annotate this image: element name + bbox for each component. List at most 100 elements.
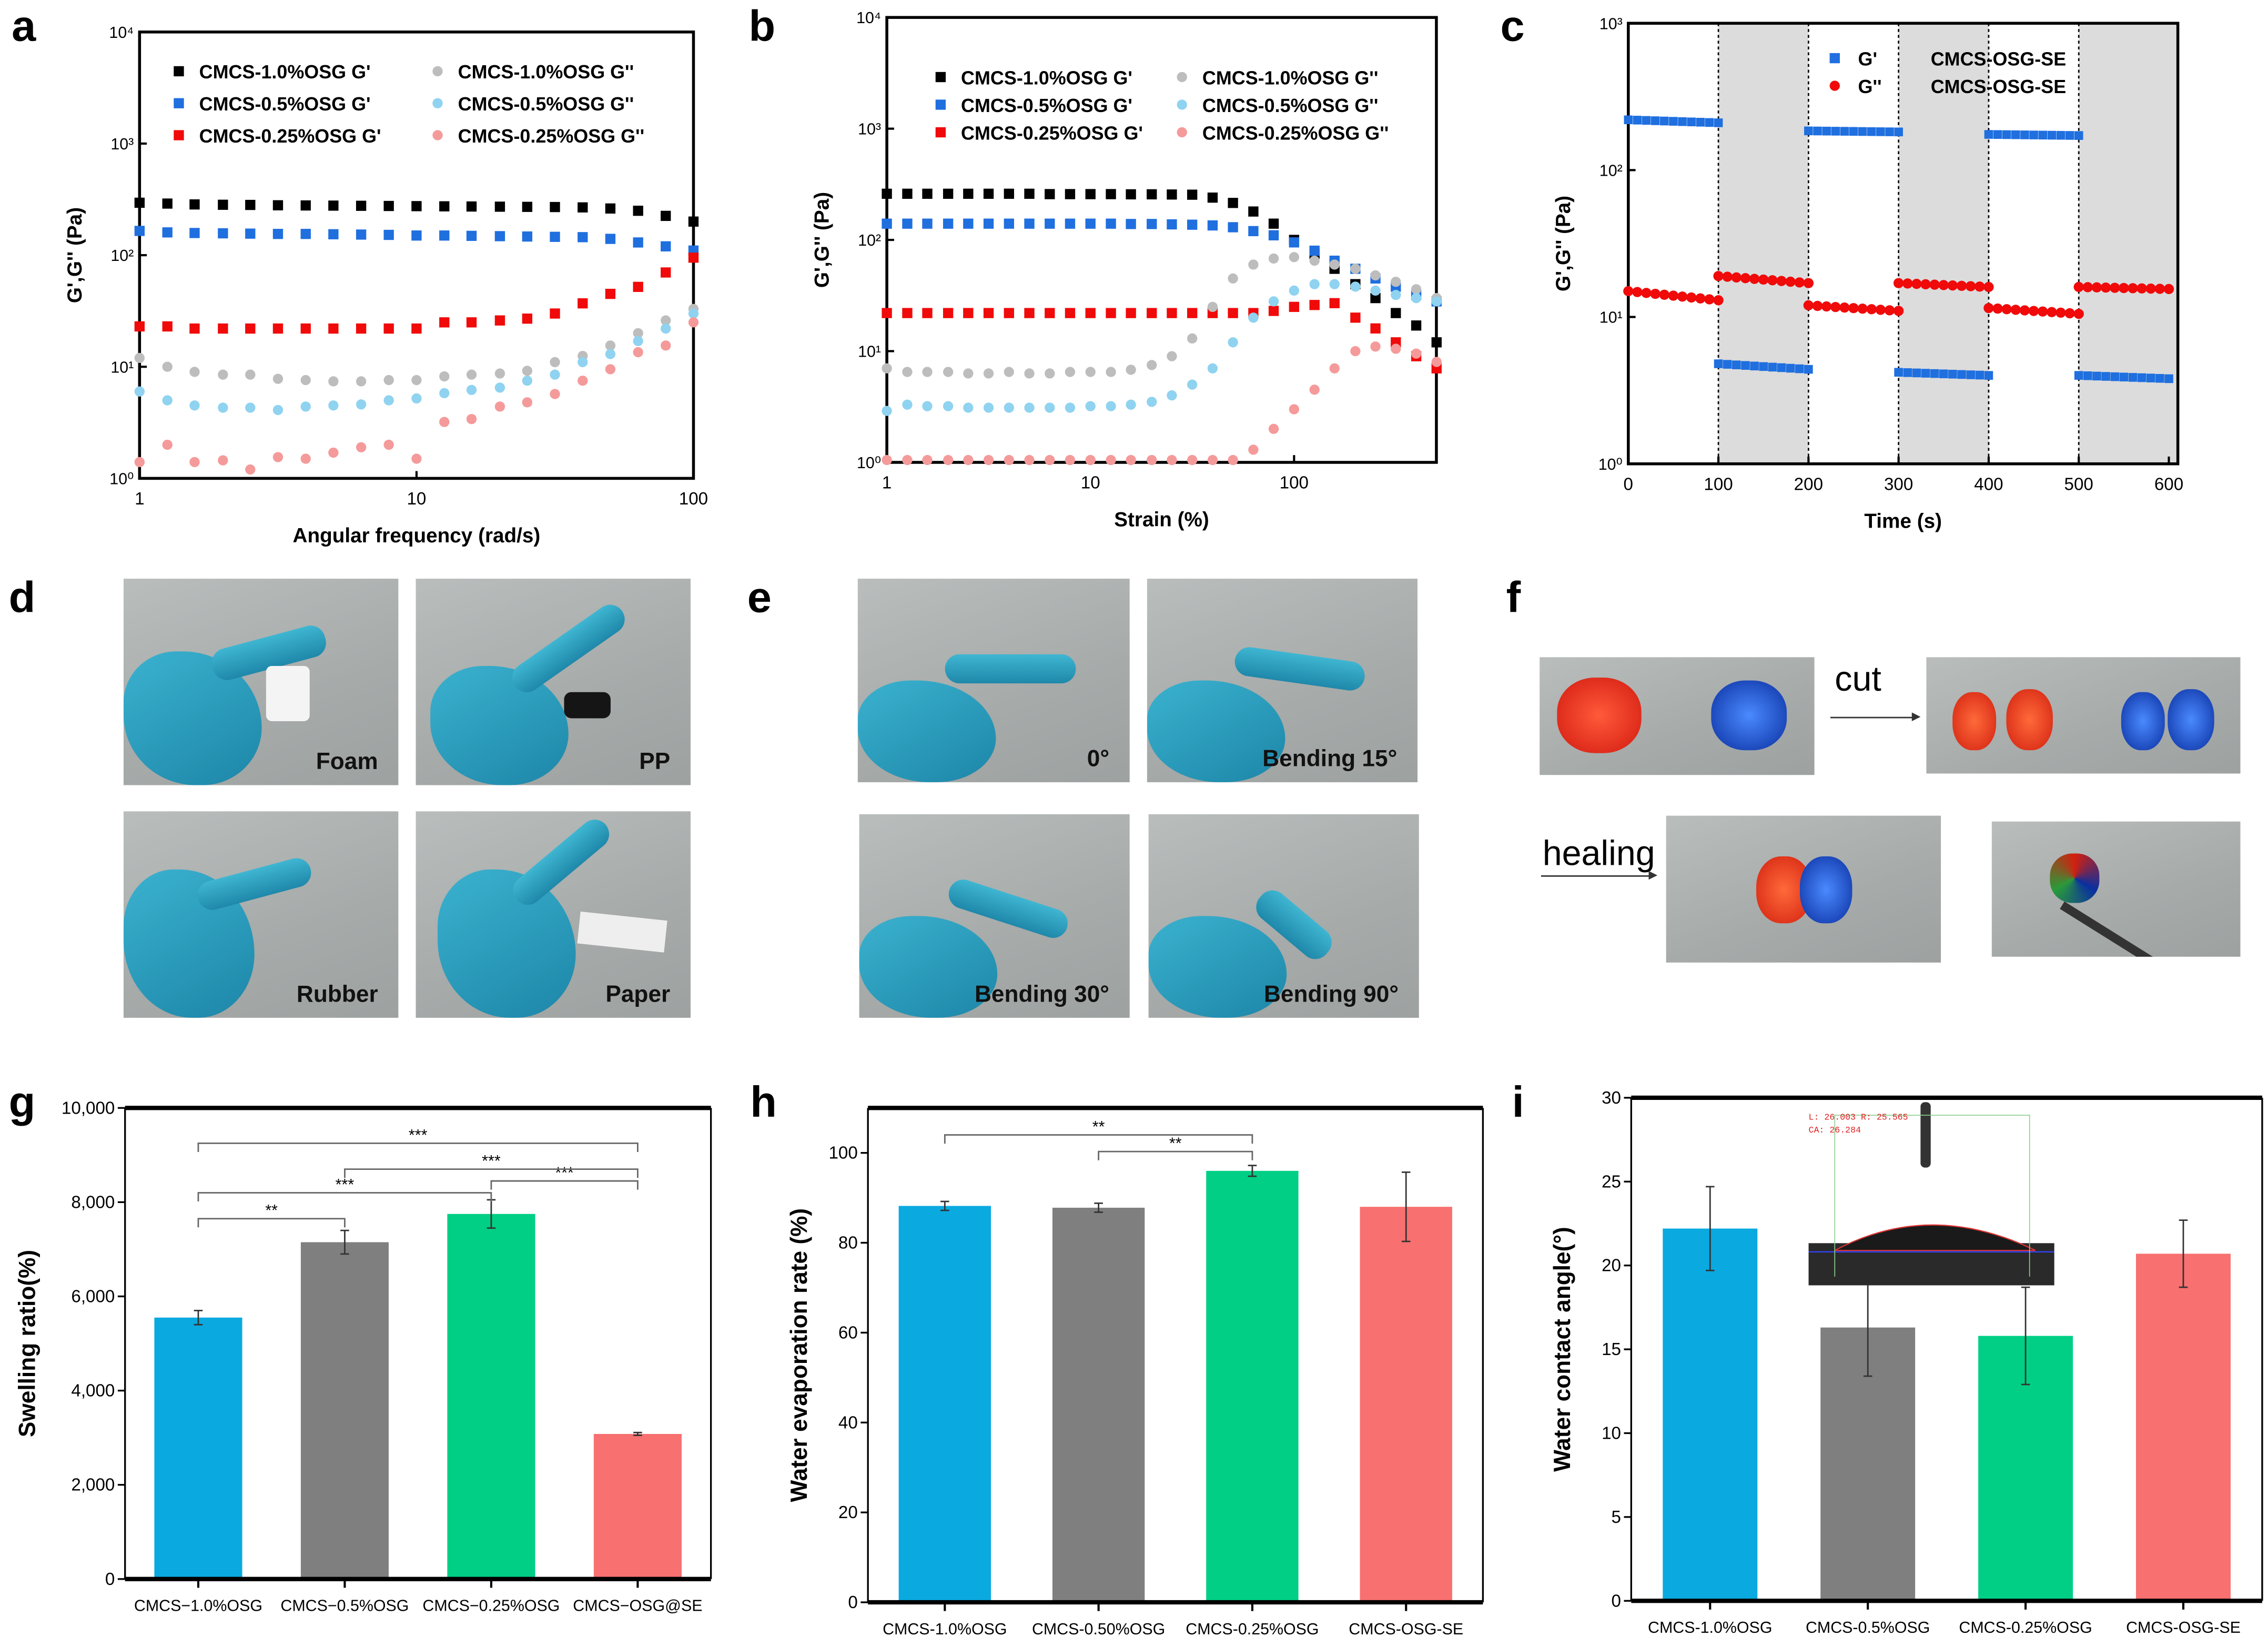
data-point-circle <box>1668 290 1679 301</box>
data-point-circle <box>1641 288 1652 298</box>
data-point-square <box>1065 189 1076 199</box>
data-point-circle <box>1803 278 1814 288</box>
data-point-circle <box>1659 289 1669 300</box>
data-point-circle <box>466 369 477 380</box>
data-point-circle <box>2064 308 2075 319</box>
glove-image <box>430 665 569 785</box>
data-point-circle <box>2163 284 2174 295</box>
paper-sample <box>577 911 667 953</box>
data-point-square <box>1993 130 2002 139</box>
significance-label: *** <box>482 1152 501 1170</box>
data-point-square <box>2083 371 2092 380</box>
bar-3 <box>1206 1170 1299 1603</box>
chart-panel-h: CMCS-1.0%OSG CMCS-0.50%OSG CMCS-0.25%OSG CM… <box>786 1106 1484 1637</box>
data-point-square <box>1106 189 1116 199</box>
legend-label: CMCS-0.5%OSG G'' <box>1202 95 1378 116</box>
x-tick-label: 600 <box>2154 475 2183 494</box>
data-point-circle <box>466 413 477 425</box>
category-label: CMCS-0.25%OSG <box>1959 1619 2092 1636</box>
data-point-circle <box>1956 280 1967 291</box>
finger-image <box>945 654 1076 684</box>
y-tick-label: 10² <box>1599 161 1623 179</box>
data-point-square <box>300 323 311 334</box>
data-point-circle <box>1167 454 1177 466</box>
healed-gel <box>2050 853 2100 903</box>
data-point-square <box>943 308 954 318</box>
data-point-circle <box>383 395 394 406</box>
data-point-square <box>688 216 699 227</box>
panel-letter-c: c <box>1500 3 1525 51</box>
data-point-circle <box>1228 337 1238 348</box>
data-point-square <box>494 315 505 326</box>
data-point-circle <box>356 442 367 452</box>
photo-label: Foam <box>316 750 378 775</box>
data-point-circle <box>1187 454 1198 466</box>
data-point-square <box>661 210 671 221</box>
data-point-circle <box>2128 283 2138 294</box>
panel-letter-a: a <box>12 3 36 51</box>
blue-gel <box>1711 680 1787 751</box>
panel-letter-g: g <box>8 1078 36 1127</box>
legend-label: CMCS-OSG-SE <box>1931 48 2066 69</box>
data-point-square <box>272 229 284 239</box>
data-point-square <box>1948 370 1957 379</box>
category-label: CMCS-OSG-SE <box>2126 1619 2241 1636</box>
data-point-circle <box>983 454 994 466</box>
data-point-circle <box>1695 293 1706 304</box>
data-point-circle <box>272 373 284 384</box>
y-tick-label: 10¹ <box>1599 309 1623 327</box>
significance-bracket <box>197 1143 639 1152</box>
legend-label: CMCS-0.25%OSG G' <box>961 122 1143 144</box>
data-point-circle <box>1785 276 1796 287</box>
data-point-circle <box>963 368 974 379</box>
data-point-circle <box>1167 390 1177 401</box>
data-point-square <box>2020 130 2029 139</box>
photo-bending-15: Bending 15° <box>1147 579 1418 783</box>
photo-gels-intact <box>1540 657 1815 775</box>
data-point-circle <box>550 389 560 399</box>
x-tick-label: 10 <box>407 489 426 509</box>
data-point-circle <box>1623 286 1634 297</box>
data-point-square <box>688 252 699 263</box>
data-point-square <box>162 227 173 238</box>
data-point-square <box>189 323 200 334</box>
data-point-circle <box>1848 303 1859 314</box>
data-point-square <box>2047 130 2057 140</box>
category-label: CMCS-0.5%OSG <box>1806 1619 1930 1636</box>
data-point-square <box>245 199 256 210</box>
data-point-square <box>1876 127 1885 136</box>
y-tick-label: 10¹ <box>110 358 134 376</box>
data-point-circle <box>522 397 533 408</box>
data-point-circle <box>522 376 533 386</box>
cut-arrow <box>1830 712 1921 721</box>
data-point-circle <box>1370 285 1381 296</box>
data-point-square <box>245 323 256 334</box>
data-point-circle <box>2082 282 2093 292</box>
blue-gel-half <box>2121 692 2165 751</box>
cut-label: cut <box>1835 660 1881 700</box>
data-point-circle <box>1893 278 1904 288</box>
shaded-interval <box>1718 23 1809 464</box>
data-point-circle <box>1911 279 1922 289</box>
data-point-square <box>162 321 173 332</box>
data-point-circle <box>1106 367 1116 377</box>
data-point-circle <box>963 454 974 466</box>
data-point-circle <box>1350 281 1361 292</box>
data-point-square <box>1939 369 1948 379</box>
data-point-circle <box>1126 399 1136 410</box>
data-point-square <box>1624 115 1633 125</box>
data-point-circle <box>1983 302 1994 314</box>
significance-label: ** <box>1092 1118 1105 1136</box>
data-point-circle <box>902 367 913 377</box>
data-point-circle <box>1207 454 1218 466</box>
data-point-square <box>356 229 367 240</box>
data-point-square <box>466 317 477 328</box>
data-point-square <box>902 188 913 199</box>
data-point-square <box>605 234 616 244</box>
data-point-circle <box>1391 277 1401 287</box>
data-point-square <box>218 199 228 210</box>
data-point-square <box>1147 219 1157 229</box>
finger-image <box>507 813 615 911</box>
data-point-square <box>272 200 284 210</box>
data-point-circle <box>1065 402 1076 413</box>
